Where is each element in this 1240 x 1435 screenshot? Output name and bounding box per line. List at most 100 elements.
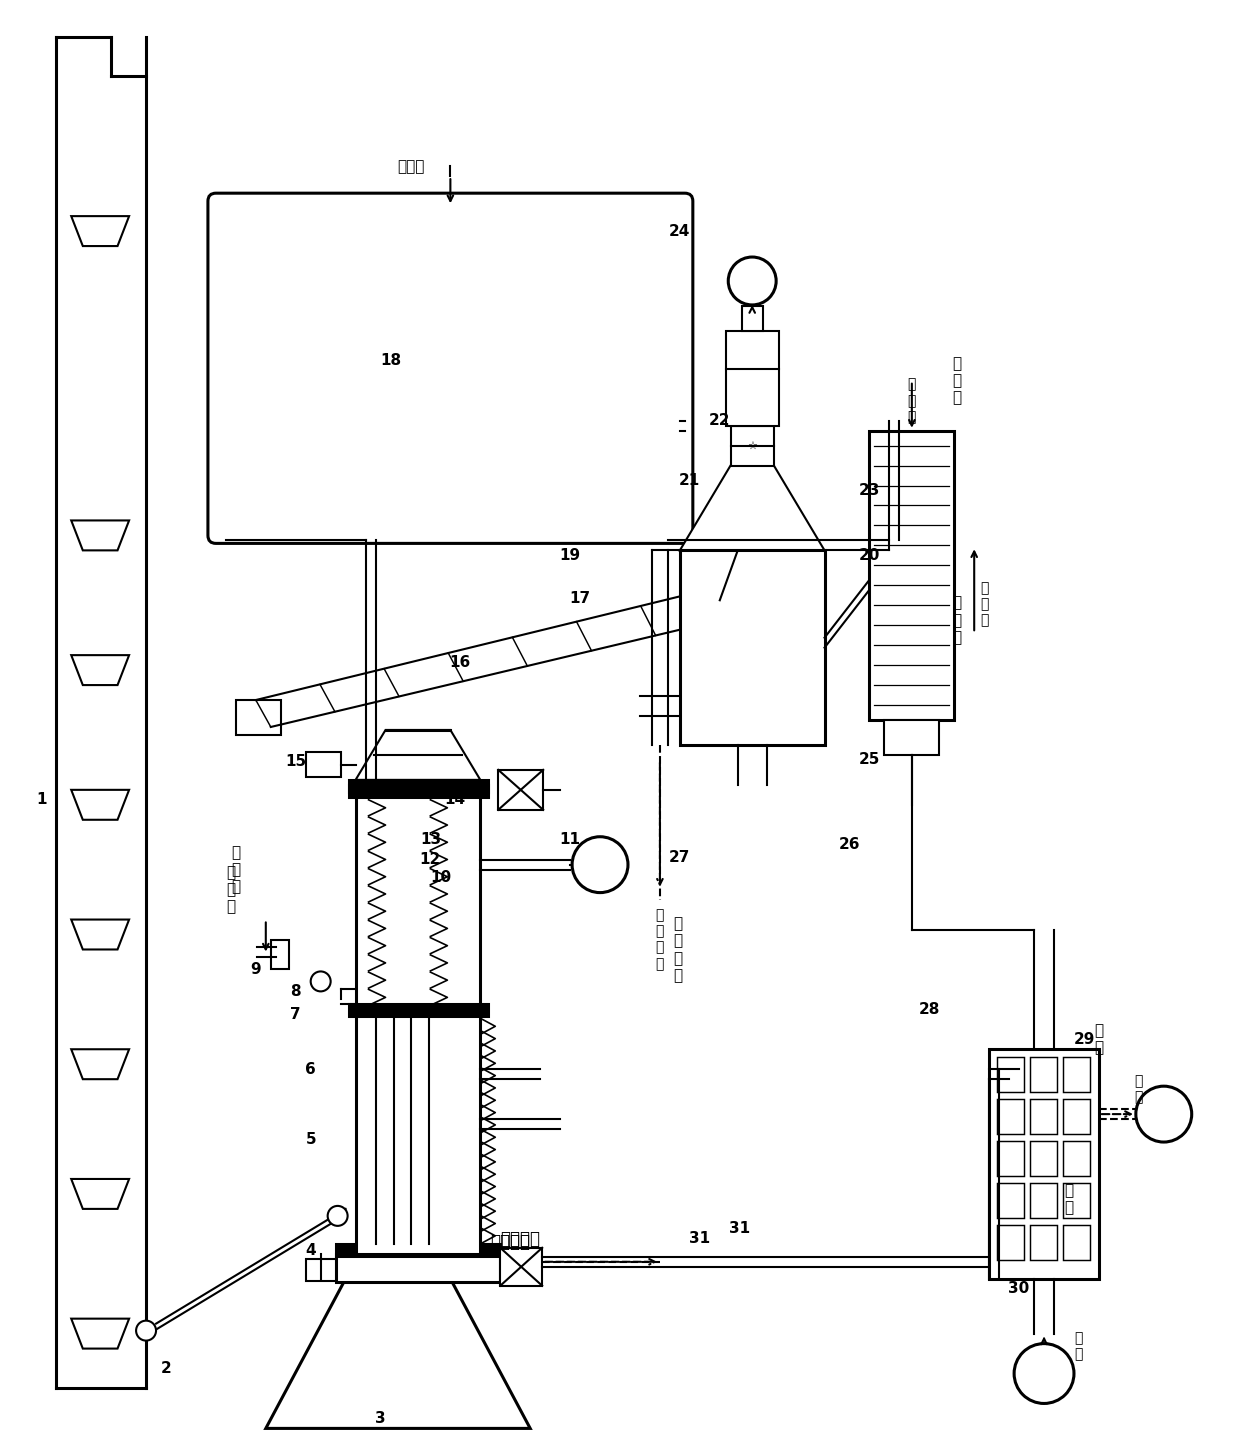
- Bar: [680, 551, 825, 745]
- Bar: [356, 1009, 480, 1254]
- Bar: [1063, 1225, 1090, 1260]
- Bar: [1063, 1058, 1090, 1092]
- Text: 空
气: 空 气: [1074, 1332, 1083, 1362]
- Polygon shape: [71, 1180, 129, 1208]
- Text: 21: 21: [680, 474, 701, 488]
- Polygon shape: [680, 465, 825, 551]
- Circle shape: [728, 257, 776, 304]
- Text: 低温烟气: 低温烟气: [500, 1230, 541, 1248]
- Bar: [348, 779, 489, 792]
- Text: 8: 8: [290, 984, 301, 999]
- Bar: [500, 1248, 542, 1286]
- Bar: [1063, 1099, 1090, 1134]
- Text: 12: 12: [420, 852, 441, 867]
- Text: 1: 1: [36, 792, 47, 808]
- Text: 热
空
气: 热 空 气: [952, 596, 962, 646]
- Polygon shape: [71, 217, 129, 245]
- Text: 高
温
烟
气: 高 温 烟 气: [673, 916, 682, 983]
- Text: 5: 5: [305, 1132, 316, 1147]
- Text: 热
空
气: 热 空 气: [227, 865, 236, 914]
- Circle shape: [572, 837, 627, 893]
- Bar: [306, 752, 341, 776]
- FancyBboxPatch shape: [208, 194, 693, 544]
- Polygon shape: [71, 521, 129, 551]
- Text: 13: 13: [420, 832, 441, 847]
- Text: 17: 17: [569, 591, 590, 606]
- Bar: [348, 785, 489, 796]
- Polygon shape: [71, 1049, 129, 1079]
- Bar: [270, 940, 289, 970]
- Text: 15: 15: [285, 755, 306, 769]
- Bar: [336, 1254, 500, 1281]
- Bar: [1030, 1099, 1056, 1134]
- Bar: [498, 771, 543, 809]
- Text: 27: 27: [670, 850, 691, 865]
- Bar: [348, 1004, 489, 1016]
- Text: 低温烟气: 低温烟气: [490, 1233, 531, 1251]
- Text: 10: 10: [430, 870, 451, 885]
- Bar: [1063, 1182, 1090, 1218]
- Bar: [869, 430, 955, 720]
- Bar: [997, 1141, 1024, 1175]
- Circle shape: [1014, 1343, 1074, 1403]
- Text: 31: 31: [729, 1221, 750, 1237]
- Text: 11: 11: [559, 832, 580, 847]
- Bar: [356, 789, 480, 1004]
- Circle shape: [311, 971, 331, 992]
- Text: 7: 7: [290, 1007, 301, 1022]
- Polygon shape: [71, 656, 129, 684]
- Polygon shape: [71, 789, 129, 819]
- Bar: [725, 331, 779, 426]
- Text: 尾
气: 尾 气: [1094, 1023, 1104, 1056]
- Text: 25: 25: [859, 752, 880, 768]
- Text: 2: 2: [161, 1360, 171, 1376]
- Text: 20: 20: [859, 548, 880, 563]
- Circle shape: [1136, 1086, 1192, 1142]
- Circle shape: [136, 1320, 156, 1340]
- Text: 热空气: 热空气: [397, 159, 424, 174]
- Text: 热
空
气: 热 空 气: [952, 356, 962, 406]
- Bar: [236, 700, 280, 735]
- Polygon shape: [356, 730, 480, 779]
- Text: 26: 26: [838, 837, 861, 852]
- Bar: [730, 426, 774, 465]
- Bar: [1030, 1225, 1056, 1260]
- Text: 空
气: 空 气: [1064, 1182, 1073, 1215]
- Text: 24: 24: [670, 224, 691, 238]
- Bar: [1030, 1182, 1056, 1218]
- Text: 4: 4: [305, 1243, 316, 1258]
- Polygon shape: [71, 1319, 129, 1349]
- Bar: [997, 1182, 1024, 1218]
- Bar: [884, 720, 939, 755]
- Text: 热
空
气: 热 空 气: [232, 845, 241, 894]
- Bar: [1030, 1141, 1056, 1175]
- Polygon shape: [265, 1279, 531, 1428]
- Bar: [997, 1058, 1024, 1092]
- Text: 30: 30: [1008, 1281, 1029, 1296]
- Bar: [997, 1099, 1024, 1134]
- Text: 尾
气: 尾 气: [1133, 1073, 1142, 1105]
- Text: 16: 16: [450, 654, 471, 670]
- Text: ☆: ☆: [748, 441, 758, 451]
- Bar: [990, 1049, 1099, 1279]
- Bar: [1030, 1058, 1056, 1092]
- Text: 18: 18: [379, 353, 401, 369]
- Polygon shape: [71, 920, 129, 950]
- Text: 9: 9: [250, 961, 262, 977]
- Text: 14: 14: [445, 792, 466, 808]
- Text: 热
空
气: 热 空 气: [980, 581, 988, 627]
- Text: 29: 29: [1074, 1032, 1095, 1046]
- Text: 31: 31: [689, 1231, 711, 1247]
- Text: 6: 6: [305, 1062, 316, 1076]
- Text: 热
空
气: 热 空 气: [908, 377, 916, 423]
- Text: 22: 22: [709, 413, 730, 428]
- Text: 23: 23: [859, 484, 880, 498]
- Bar: [336, 1244, 500, 1256]
- Bar: [306, 1258, 336, 1280]
- Bar: [997, 1225, 1024, 1260]
- Circle shape: [327, 1205, 347, 1225]
- Bar: [742, 306, 763, 331]
- Text: 19: 19: [559, 548, 580, 563]
- Text: 高
温
烟
气: 高 温 烟 气: [656, 908, 665, 971]
- Bar: [1063, 1141, 1090, 1175]
